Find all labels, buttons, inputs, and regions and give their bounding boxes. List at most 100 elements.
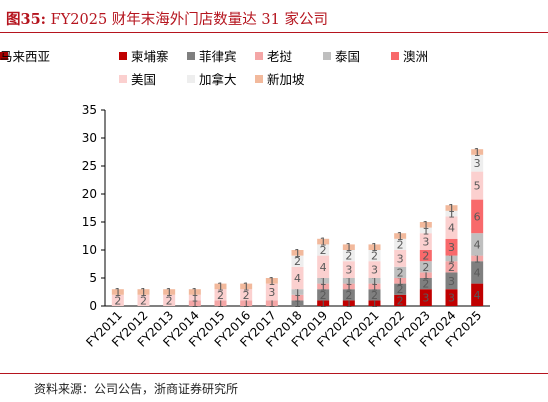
bar-data-label: 2 [166,294,173,307]
bar-segment [471,149,484,155]
bar-segment [445,289,458,306]
legend-swatch [119,75,127,83]
bar-data-label: 3 [448,241,455,254]
bar-segment [368,283,381,290]
bar-segment [188,289,201,295]
bar-data-label: 1 [371,280,378,293]
bar-segment [445,238,458,256]
y-tick-label: 5 [89,271,97,285]
bar-data-label: 1 [422,224,429,237]
bar-data-label: 2 [320,244,327,257]
bar-segment [342,261,355,278]
legend-label: 老挝 [267,49,293,64]
bar-segment [471,233,484,256]
bar-segment [137,289,150,295]
bar-data-label: 4 [320,261,327,274]
bar-data-label: 1 [422,269,429,282]
bar-segment [214,300,227,306]
bar-data-label: 1 [114,286,121,299]
bar-segment [317,300,330,306]
bar-data-label: 1 [448,252,455,265]
bar-segment [394,266,407,278]
bar-data-label: 4 [474,289,481,302]
bar-data-label: 3 [397,252,404,265]
bar-segment [368,300,381,306]
bar-data-label: 4 [448,222,455,235]
bar-data-label: 1 [320,280,327,293]
figure-title: 图35: FY2025 财年末海外门店数量达 31 家公司 [6,8,328,29]
bar-segment [188,294,201,301]
y-tick-label: 20 [82,187,97,201]
bar-segment [394,294,407,306]
y-tick-label: 35 [82,103,97,117]
legend-swatch [0,52,8,60]
bar-segment [445,255,458,262]
bar-data-label: 1 [268,297,275,310]
bar-segment [394,250,407,267]
bar-segment [342,250,355,262]
bar-segment [240,283,253,290]
bar-data-label: 4 [294,272,301,285]
bar-segment [240,300,253,306]
bar-segment [265,300,278,306]
bar-segment [368,278,381,284]
y-tick-label: 15 [82,215,97,229]
bar-data-label: 1 [345,280,352,293]
legend-label: 泰国 [335,49,360,64]
bar-data-label: 1 [422,219,429,232]
bar-segment [111,289,124,295]
bar-segment [291,300,304,306]
bar-data-label: 2 [345,250,352,263]
bar-data-label: 3 [345,264,352,277]
bar-segment [471,255,484,262]
bar-segment [419,227,432,234]
bar-data-label: 1 [397,275,404,288]
bar-segment [342,278,355,284]
bar-segment [394,283,407,295]
bar-data-label: 1 [294,292,301,305]
bar-segment [394,278,407,284]
bar-data-label: 5 [474,180,481,193]
bar-segment [265,283,278,301]
bar-segment [419,261,432,273]
bar-data-label: 1 [345,241,352,254]
bar-segment [419,233,432,250]
legend-item: 新加坡 [255,72,305,87]
bar-segment [368,289,381,301]
bar-data-label: 1 [294,247,301,260]
bar-data-label: 1 [345,297,352,310]
bar-segment [445,272,458,290]
bar-data-label: 6 [474,210,481,223]
bar-segment [214,283,227,290]
legend-label: 马来西亚 [0,49,50,64]
bar-data-label: 2 [320,289,327,302]
bar-data-label: 2 [114,294,121,307]
bar-data-label: 1 [320,297,327,310]
bar-segment [291,289,304,295]
bar-segment [188,300,201,306]
bar-data-label: 2 [397,266,404,279]
bar-segment [394,233,407,239]
bar-data-label: 4 [474,238,481,251]
bar-segment [419,222,432,228]
bar-data-label: 2 [422,278,429,291]
bar-segment [240,289,253,301]
bar-segment [445,216,458,239]
bar-data-label: 1 [294,286,301,299]
y-tick-label: 0 [89,299,97,313]
bar-data-label: 1 [320,275,327,288]
bar-segment [317,255,330,278]
figure-title-text: FY2025 财年末海外门店数量达 31 家公司 [50,12,328,28]
bar-data-label: 1 [371,241,378,254]
legend-label: 加拿大 [199,72,237,87]
bar-segment [419,272,432,278]
bar-segment [291,255,304,267]
title-rule [0,32,548,33]
source-note: 资料来源：公司公告，浙商证券研究所 [34,382,239,396]
bar-data-label: 1 [191,297,198,310]
bar-segment [394,238,407,250]
bar-segment [445,205,458,211]
legend-swatch [187,75,195,83]
bar-segment [163,294,176,306]
legend-label: 柬埔寨 [131,49,169,64]
